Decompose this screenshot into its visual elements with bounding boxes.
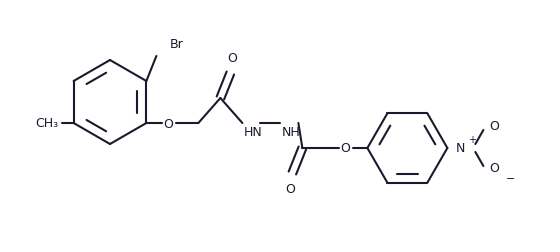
Text: O: O xyxy=(286,182,295,195)
Text: Br: Br xyxy=(169,38,183,51)
Text: NH: NH xyxy=(281,125,300,138)
Text: O: O xyxy=(489,120,500,133)
Text: O: O xyxy=(164,117,173,130)
Text: CH₃: CH₃ xyxy=(35,117,59,130)
Text: N: N xyxy=(455,142,465,155)
Text: −: − xyxy=(505,173,515,183)
Text: O: O xyxy=(489,162,500,175)
Text: HN: HN xyxy=(244,125,262,138)
Text: O: O xyxy=(340,142,351,155)
Text: +: + xyxy=(468,135,477,144)
Text: O: O xyxy=(227,52,237,65)
